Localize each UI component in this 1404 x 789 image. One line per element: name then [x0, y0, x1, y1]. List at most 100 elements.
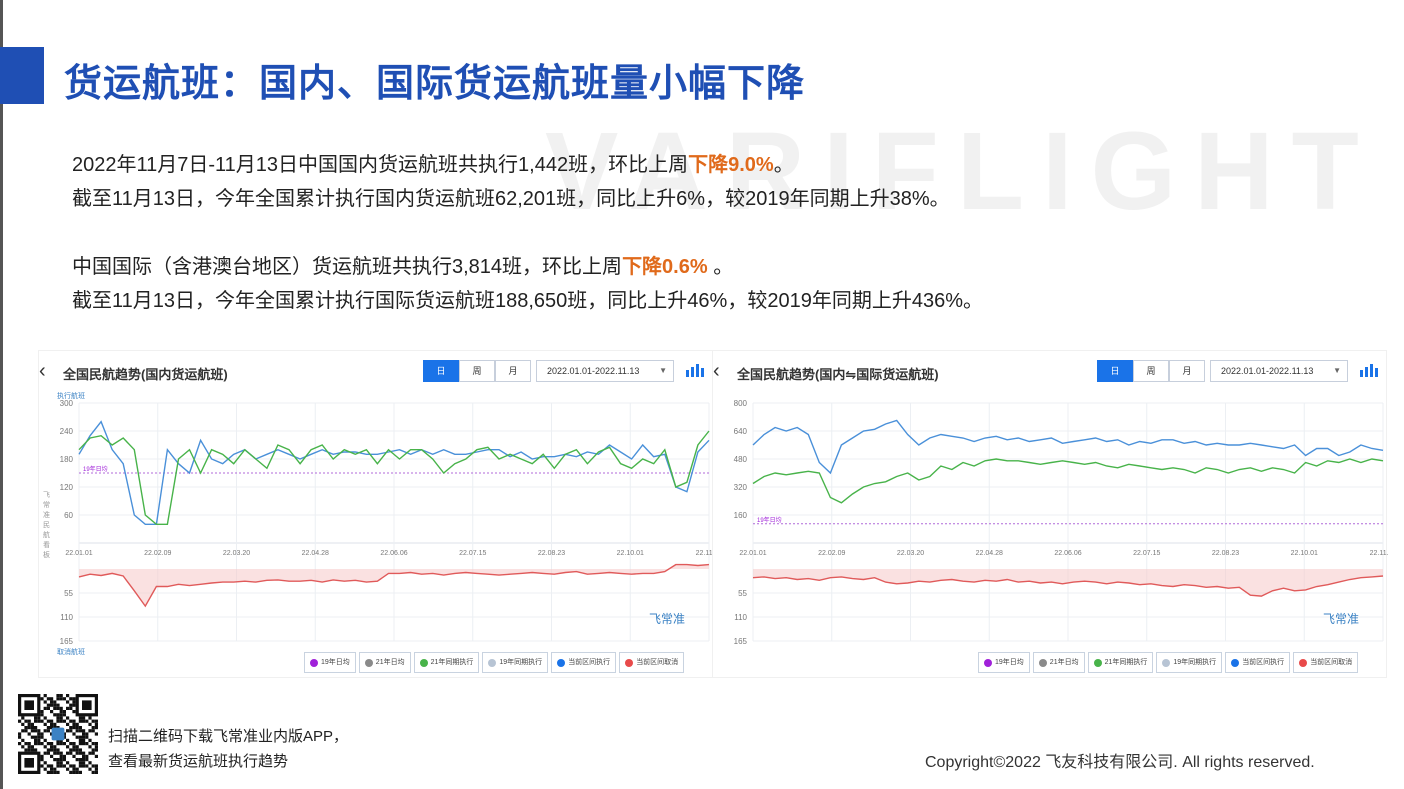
segment-day[interactable]: 日 [1097, 360, 1133, 382]
qr-module [91, 751, 95, 755]
x-tick-label: 22.03.20 [223, 550, 250, 557]
date-range-select[interactable]: 2022.01.01-2022.11.13 ▼ [1210, 360, 1348, 382]
qr-module [21, 738, 25, 742]
qr-module [40, 732, 44, 736]
qr-module [50, 764, 54, 768]
y-tick-label: 165 [60, 637, 74, 646]
qr-module [82, 738, 86, 742]
bar-chart-icon[interactable] [686, 363, 704, 377]
x-tick-label: 22.07.15 [1133, 550, 1160, 557]
qr-module [82, 751, 86, 755]
qr-module [78, 751, 82, 755]
legend-item[interactable]: 当前区间取消 [619, 652, 685, 673]
qr-module [43, 761, 47, 765]
qr-module [53, 726, 57, 730]
qr-module [88, 761, 92, 765]
qr-module [50, 732, 54, 736]
legend-dot-icon [1162, 658, 1171, 667]
legend-item[interactable]: 19年同期执行 [1156, 652, 1223, 673]
legend-label: 21年日均 [375, 659, 405, 666]
legend-item[interactable]: 21年日均 [358, 652, 411, 673]
qr-module [56, 764, 60, 768]
segment-day[interactable]: 日 [423, 360, 459, 382]
qr-module [40, 764, 44, 768]
qr-module [82, 732, 86, 736]
qr-module [72, 742, 76, 746]
qr-module [82, 758, 86, 762]
qr-module [91, 748, 95, 752]
qr-module [62, 719, 66, 723]
qr-module [91, 764, 95, 768]
legend-item[interactable]: 19年日均 [978, 652, 1030, 673]
qr-module [94, 722, 98, 726]
qr-module [40, 754, 44, 758]
qr-module [43, 729, 47, 733]
series-line-last-year [78, 430, 710, 526]
qr-module [50, 742, 54, 746]
legend-item[interactable]: 当前区间取消 [1293, 652, 1359, 673]
x-tick-label: 22.07.15 [459, 550, 486, 557]
segment-month[interactable]: 月 [1169, 360, 1205, 382]
legend-item[interactable]: 当前区间执行 [551, 652, 617, 673]
segment-week[interactable]: 周 [459, 360, 495, 382]
qr-module [69, 729, 73, 733]
legend-item[interactable]: 19年同期执行 [482, 652, 549, 673]
qr-module [75, 735, 79, 739]
qr-module [66, 700, 70, 704]
x-tick-label: 22.10.01 [617, 550, 644, 557]
qr-module [59, 764, 63, 768]
qr-module [43, 722, 47, 726]
qr-module [37, 729, 41, 733]
qr-module [78, 716, 82, 720]
x-tick-label: 22.04.28 [302, 550, 329, 557]
qr-module [88, 722, 92, 726]
qr-module [56, 694, 60, 698]
chart-legend: 19年日均 21年日均 21年同期执行 19年同期执行 当前区间执行 当前区间取消 [978, 652, 1359, 673]
y-tick-label: 640 [734, 427, 748, 436]
legend-item[interactable]: 19年日均 [304, 652, 356, 673]
legend-item[interactable]: 21年日均 [1032, 652, 1085, 673]
qr-module [50, 710, 54, 714]
qr-module [66, 738, 70, 742]
date-range-select[interactable]: 2022.01.01-2022.11.13 ▼ [536, 360, 674, 382]
summary-line-2: 截至11月13日，今年全国累计执行国内货运航班62,201班，同比上升6%，较2… [72, 188, 950, 210]
qr-module [59, 742, 63, 746]
legend-item[interactable]: 21年同期执行 [413, 652, 480, 673]
legend-label: 19年日均 [321, 659, 350, 666]
qr-module [24, 742, 28, 746]
legend-item[interactable]: 当前区间执行 [1225, 652, 1291, 673]
qr-module [75, 729, 79, 733]
y-tick-label: 800 [734, 399, 748, 408]
y-tick-label: 300 [60, 399, 74, 408]
qr-module [59, 694, 63, 698]
qr-finder [82, 700, 92, 710]
legend-label: 21年同期执行 [430, 659, 474, 666]
qr-module [62, 697, 66, 701]
chart-title: 全国民航趋势(国内货运航班) [63, 367, 228, 382]
qr-module [85, 732, 89, 736]
back-chevron-icon[interactable]: ‹ [713, 360, 720, 382]
summary-line-3-text: 中国国际（含港澳台地区）货运航班共执行3,814班，环比上周 [72, 256, 623, 278]
bar-chart-icon[interactable] [1360, 363, 1378, 377]
legend-item[interactable]: 21年同期执行 [1087, 652, 1154, 673]
back-chevron-icon[interactable]: ‹ [39, 360, 46, 382]
qr-module [56, 758, 60, 762]
qr-module [34, 726, 38, 730]
y-tick-label: 320 [734, 483, 748, 492]
qr-module [46, 748, 50, 752]
qr-module [21, 745, 25, 749]
segment-week[interactable]: 周 [1133, 360, 1169, 382]
x-tick-label: 22.02.09 [818, 550, 845, 557]
qr-module [46, 726, 50, 730]
legend-dot-icon [1093, 658, 1102, 667]
watermark: VARIFLIGHT [545, 110, 1377, 233]
summary-line-3-highlight: 下降0.6% [622, 256, 708, 278]
qr-module [59, 754, 63, 758]
qr-module [59, 713, 63, 717]
qr-module [72, 726, 76, 730]
qr-module [94, 748, 98, 752]
chart-title: 全国民航趋势(国内⇋国际货运航班) [737, 367, 939, 382]
qr-module [27, 719, 31, 723]
legend-label: 当前区间取消 [1310, 659, 1353, 666]
segment-month[interactable]: 月 [495, 360, 531, 382]
